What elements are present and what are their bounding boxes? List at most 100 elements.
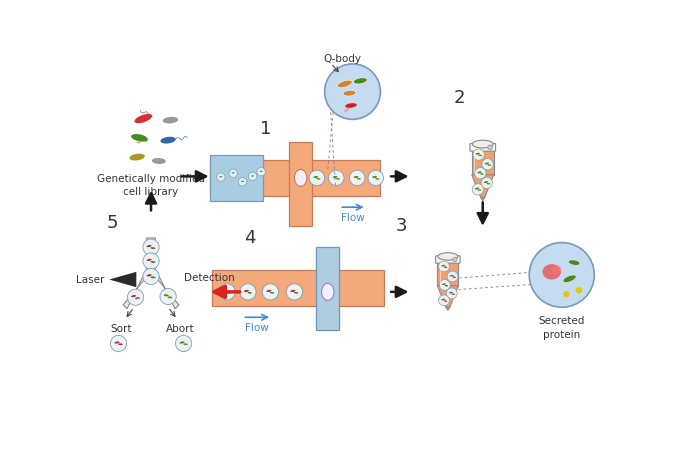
Ellipse shape [337,80,352,88]
Circle shape [349,170,365,186]
Circle shape [262,284,279,300]
FancyBboxPatch shape [210,155,262,201]
Circle shape [216,173,225,181]
Circle shape [453,257,457,262]
Ellipse shape [183,343,188,345]
Ellipse shape [146,259,152,261]
FancyBboxPatch shape [316,247,340,330]
FancyBboxPatch shape [438,259,458,285]
Circle shape [248,172,257,180]
Text: Detection: Detection [183,273,234,283]
Circle shape [127,289,144,305]
Ellipse shape [442,283,446,285]
Ellipse shape [438,253,458,260]
Circle shape [328,170,344,186]
Ellipse shape [290,290,295,292]
Ellipse shape [294,292,298,294]
Ellipse shape [314,176,318,178]
Ellipse shape [345,103,357,108]
FancyBboxPatch shape [289,142,312,227]
FancyBboxPatch shape [470,143,496,151]
Ellipse shape [270,292,274,294]
Ellipse shape [441,265,445,266]
Ellipse shape [244,290,249,292]
Ellipse shape [160,137,176,143]
Ellipse shape [146,274,152,276]
Circle shape [176,335,192,352]
Circle shape [240,284,256,300]
Circle shape [286,284,302,300]
Ellipse shape [477,171,482,173]
Polygon shape [481,198,485,200]
Text: Abort: Abort [166,324,195,334]
Polygon shape [438,285,458,307]
Circle shape [111,335,127,352]
Ellipse shape [477,190,482,191]
Text: Sort: Sort [111,324,132,334]
Ellipse shape [227,292,231,294]
Text: Q-body: Q-body [323,54,361,64]
Ellipse shape [372,176,377,178]
Polygon shape [109,272,136,287]
Ellipse shape [486,183,491,184]
Ellipse shape [251,175,254,177]
Ellipse shape [260,171,262,172]
FancyBboxPatch shape [435,256,460,263]
Ellipse shape [247,292,252,294]
Ellipse shape [452,294,455,295]
Ellipse shape [267,290,272,292]
Text: Flow: Flow [341,212,365,223]
Ellipse shape [131,295,136,297]
Ellipse shape [444,300,447,302]
Ellipse shape [223,290,228,292]
Text: 1: 1 [260,120,272,138]
Ellipse shape [118,343,122,345]
FancyBboxPatch shape [472,146,493,175]
Text: Genetically modified
cell library: Genetically modified cell library [97,174,205,197]
Circle shape [160,288,176,304]
Ellipse shape [135,297,140,299]
Ellipse shape [241,180,244,182]
Circle shape [447,288,457,299]
Circle shape [475,168,486,179]
Ellipse shape [375,178,379,180]
Circle shape [439,295,449,306]
Circle shape [529,243,594,307]
Ellipse shape [354,176,358,178]
Circle shape [219,284,235,300]
Ellipse shape [167,296,172,298]
Circle shape [440,279,450,290]
Ellipse shape [487,164,491,166]
Text: Flow: Flow [246,323,269,332]
Circle shape [439,261,449,272]
Ellipse shape [150,261,155,263]
Text: Laser: Laser [76,275,104,285]
Circle shape [473,149,484,160]
FancyBboxPatch shape [210,160,381,196]
Ellipse shape [115,342,120,343]
Text: 2: 2 [454,89,466,107]
Ellipse shape [316,178,321,180]
Circle shape [143,239,159,255]
Text: 3: 3 [395,218,407,236]
Ellipse shape [484,181,488,183]
Ellipse shape [219,176,223,177]
Circle shape [564,291,570,297]
Ellipse shape [146,245,152,247]
Ellipse shape [542,264,561,279]
Text: Secreted
protein: Secreted protein [538,316,585,340]
Circle shape [325,64,381,119]
Circle shape [143,253,159,269]
Circle shape [309,170,325,186]
Ellipse shape [295,170,307,186]
Ellipse shape [444,285,448,286]
Circle shape [447,271,458,282]
Ellipse shape [441,299,445,300]
Ellipse shape [131,134,148,142]
Ellipse shape [552,265,561,274]
Circle shape [229,169,237,178]
Ellipse shape [449,275,454,276]
Ellipse shape [150,276,155,278]
Circle shape [488,145,492,150]
Ellipse shape [484,162,489,164]
